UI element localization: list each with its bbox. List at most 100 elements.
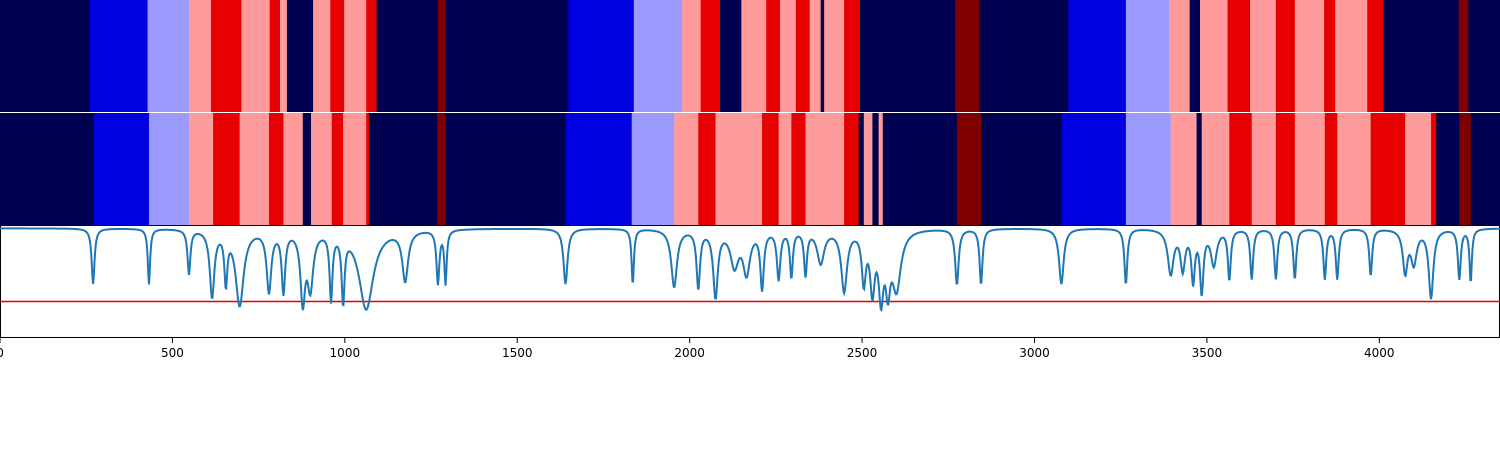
heatmap-row-2-segment bbox=[1337, 113, 1372, 225]
heatmap-row-2-segment bbox=[1294, 113, 1326, 225]
heatmap-row-2-segment bbox=[878, 113, 884, 225]
heatmap-row-1-segment bbox=[330, 0, 345, 112]
heatmap-row-2-segment bbox=[1061, 113, 1127, 225]
heatmap-row-1-segment bbox=[1200, 0, 1228, 112]
heatmap-row-1-segment bbox=[820, 0, 825, 112]
heatmap-row-1-segment bbox=[1324, 0, 1336, 112]
x-tick-label: 2500 bbox=[847, 346, 878, 360]
heatmap-row-2-segment bbox=[1470, 113, 1500, 225]
heatmap-row-2-segment bbox=[715, 113, 763, 225]
heatmap-row-2-segment bbox=[858, 113, 865, 225]
heatmap-row-1-segment bbox=[241, 0, 271, 112]
signal-panel bbox=[0, 225, 1500, 338]
x-tick-label: 500 bbox=[161, 346, 184, 360]
heatmap-row-1-segment bbox=[280, 0, 288, 112]
heatmap-row-2-segment bbox=[674, 113, 699, 225]
heatmap-row-2-segment bbox=[0, 113, 95, 225]
heatmap-row-2-segment bbox=[778, 113, 792, 225]
heatmap-row-1-segment bbox=[720, 0, 742, 112]
heatmap-row-1-segment bbox=[955, 0, 980, 112]
heatmap-row-2-segment bbox=[872, 113, 880, 225]
heatmap-row-1-segment bbox=[366, 0, 377, 112]
heatmap-row-2-segment bbox=[331, 113, 344, 225]
heatmap-row-1-segment bbox=[344, 0, 367, 112]
heatmap-row-2-segment bbox=[791, 113, 806, 225]
heatmap-row-1-segment bbox=[766, 0, 781, 112]
heatmap-row-2-segment bbox=[302, 113, 312, 225]
heatmap-rows bbox=[0, 0, 1500, 225]
heatmap-row-2-segment bbox=[805, 113, 845, 225]
signal-line bbox=[0, 227, 1500, 313]
heatmap-row-1-segment bbox=[700, 0, 721, 112]
x-tick-label: 1000 bbox=[330, 346, 361, 360]
heatmap-row-1-segment bbox=[780, 0, 797, 112]
heatmap-row-1-segment bbox=[824, 0, 845, 112]
x-tick-label: 2000 bbox=[674, 346, 705, 360]
heatmap-row-1-segment bbox=[795, 0, 811, 112]
x-tick-label: 0 bbox=[0, 346, 4, 360]
heatmap-row-2-segment bbox=[1431, 113, 1437, 225]
heatmap-row-1-segment bbox=[1458, 0, 1469, 112]
heatmap-row-1-segment bbox=[269, 0, 281, 112]
heatmap-row-1-segment bbox=[682, 0, 702, 112]
heatmap-row-2-segment bbox=[956, 113, 982, 225]
heatmap-row-2-segment bbox=[631, 113, 675, 225]
heatmap-row-2-segment bbox=[981, 113, 1062, 225]
heatmap-row-1-segment bbox=[445, 0, 569, 112]
heatmap-row-1-segment bbox=[1383, 0, 1460, 112]
x-tick-label: 3500 bbox=[1192, 346, 1223, 360]
heatmap-row-1-segment bbox=[313, 0, 331, 112]
heatmap-row-2-segment bbox=[1324, 113, 1338, 225]
heatmap-row-2-segment bbox=[1201, 113, 1230, 225]
heatmap-row-1-segment bbox=[1125, 0, 1170, 112]
heatmap-row-2-segment bbox=[283, 113, 304, 225]
heatmap-row-2-segment bbox=[445, 113, 566, 225]
x-tick-label: 4000 bbox=[1364, 346, 1395, 360]
heatmap-row-2-segment bbox=[239, 113, 270, 225]
heatmap-row-2-segment bbox=[565, 113, 633, 225]
heatmap-row-1-segment bbox=[286, 0, 314, 112]
heatmap-row-1-segment bbox=[633, 0, 683, 112]
heatmap-row-2-segment bbox=[188, 113, 214, 225]
heatmap-row-2-segment bbox=[1170, 113, 1197, 225]
heatmap-row-2-segment bbox=[698, 113, 716, 225]
heatmap-row-1-segment bbox=[1227, 0, 1251, 112]
heatmap-row-1-segment bbox=[147, 0, 190, 112]
heatmap-row-1-segment bbox=[860, 0, 956, 112]
heatmap-row-1-segment bbox=[844, 0, 861, 112]
heatmap-row-1-segment bbox=[437, 0, 446, 112]
heatmap-row-2-segment bbox=[1251, 113, 1277, 225]
heatmap-row-1-segment bbox=[741, 0, 767, 112]
heatmap-row-2-segment bbox=[1459, 113, 1472, 225]
heatmap-row-2-segment bbox=[1196, 113, 1203, 225]
heatmap-row-2-segment bbox=[268, 113, 284, 225]
heatmap-row-1-segment bbox=[89, 0, 148, 112]
heatmap-row-2-segment bbox=[1405, 113, 1432, 225]
heatmap-row-2-segment bbox=[213, 113, 241, 225]
heatmap-row-2-segment bbox=[366, 113, 370, 225]
heatmap-row-1-segment bbox=[1168, 0, 1191, 112]
heatmap-row-1-segment bbox=[809, 0, 822, 112]
x-axis: 0 500 1000 1500 2000 2500 3000 3500 4000 bbox=[0, 338, 1395, 360]
heatmap-row-2-segment bbox=[437, 113, 446, 225]
heatmap-row-2-segment bbox=[882, 113, 958, 225]
heatmap-row-2-segment bbox=[1275, 113, 1296, 225]
heatmap-row-2-segment bbox=[762, 113, 780, 225]
heatmap-row-1-segment bbox=[1468, 0, 1500, 112]
heatmap-row-1-segment bbox=[1068, 0, 1127, 112]
heatmap-row-1-segment bbox=[1250, 0, 1277, 112]
heatmap-row-1-segment bbox=[1367, 0, 1384, 112]
heatmap-row-2-segment bbox=[1370, 113, 1406, 225]
heatmap-row-1-segment bbox=[211, 0, 242, 112]
x-tick-label: 3000 bbox=[1019, 346, 1050, 360]
heatmap-row-2-segment bbox=[863, 113, 873, 225]
heatmap-row-1-segment bbox=[1189, 0, 1201, 112]
heatmap-row-2-segment bbox=[844, 113, 860, 225]
heatmap-row-2-segment bbox=[1229, 113, 1253, 225]
heatmap-row-2-segment bbox=[1125, 113, 1172, 225]
heatmap-row-1-segment bbox=[979, 0, 1069, 112]
x-tick-label: 1500 bbox=[502, 346, 533, 360]
heatmap-row-1-segment bbox=[376, 0, 439, 112]
heatmap-row-1-segment bbox=[0, 0, 91, 112]
